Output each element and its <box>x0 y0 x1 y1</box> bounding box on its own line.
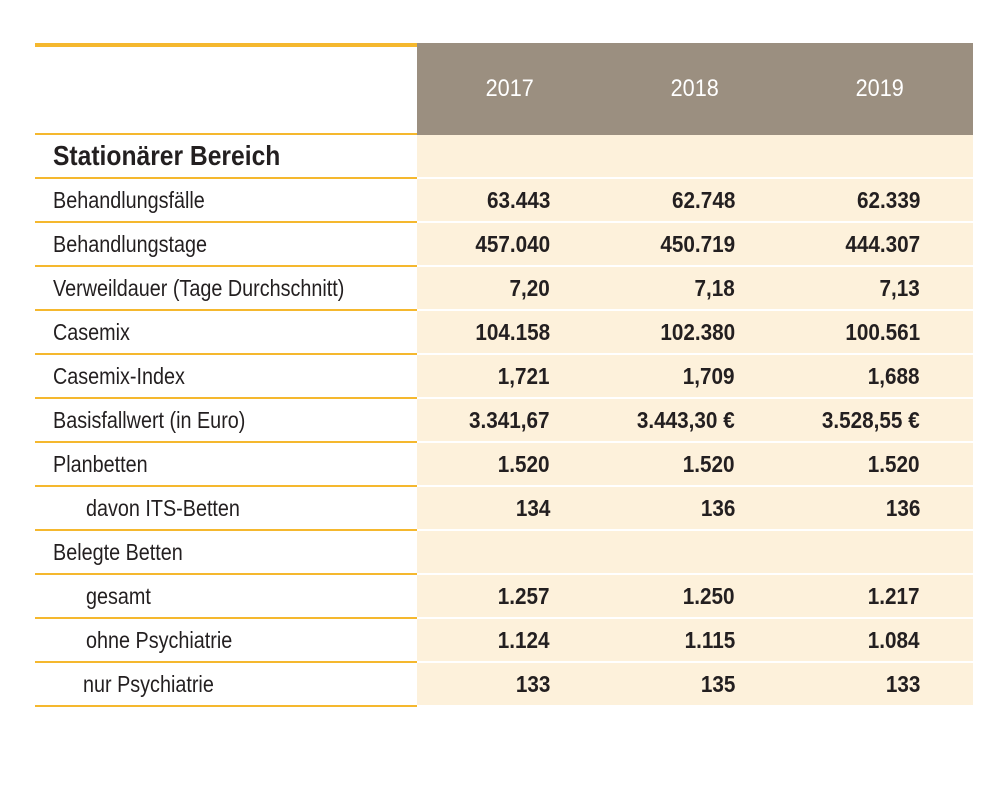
value-2018: 1.115 <box>684 626 735 653</box>
row-label: Basisfallwert (in Euro) <box>35 399 417 443</box>
value-2017: 3.341,67 <box>469 406 550 433</box>
value-2017: 63.443 <box>486 186 550 213</box>
row-label: gesamt <box>35 575 417 619</box>
value-2017: 1.257 <box>498 582 550 609</box>
value-2018: 62.748 <box>671 186 735 213</box>
row-label: nur Psychiatrie <box>35 663 417 707</box>
value-2018 <box>602 531 787 573</box>
year-2017-header: 2017 <box>485 75 534 102</box>
table-row: Basisfallwert (in Euro) 3.341,67 3.443,3… <box>35 399 973 443</box>
value-2017 <box>417 531 602 573</box>
value-2019: 133 <box>885 670 920 697</box>
row-label: ohne Psychiatrie <box>35 619 417 663</box>
header-years: 2017 2018 2019 <box>417 43 973 135</box>
value-2017: 1,721 <box>498 362 550 389</box>
statistics-table: 2017 2018 2019 Stationärer Bereich Behan… <box>35 43 973 707</box>
section-row: Stationärer Bereich <box>35 135 973 179</box>
table-row: nur Psychiatrie 133 135 133 <box>35 663 973 707</box>
value-2018: 136 <box>700 494 735 521</box>
value-2018: 1.520 <box>683 450 735 477</box>
value-2017: 133 <box>515 670 550 697</box>
row-label: Belegte Betten <box>35 531 417 575</box>
table-row: Casemix-Index 1,721 1,709 1,688 <box>35 355 973 399</box>
value-2017: 1.520 <box>498 450 550 477</box>
value-2019: 1,688 <box>868 362 920 389</box>
header-label-cell <box>35 43 417 135</box>
row-label: Casemix-Index <box>35 355 417 399</box>
table-row: Behandlungstage 457.040 450.719 444.307 <box>35 223 973 267</box>
value-2017: 134 <box>515 494 550 521</box>
value-2018: 135 <box>700 670 735 697</box>
value-2019: 1.520 <box>868 450 920 477</box>
table-row: ohne Psychiatrie 1.124 1.115 1.084 <box>35 619 973 663</box>
table-header: 2017 2018 2019 <box>35 43 973 135</box>
table-row: Planbetten 1.520 1.520 1.520 <box>35 443 973 487</box>
table-row: gesamt 1.257 1.250 1.217 <box>35 575 973 619</box>
year-2019-header: 2019 <box>855 75 904 102</box>
value-2019: 3.528,55 € <box>822 406 920 433</box>
value-2019: 136 <box>885 494 920 521</box>
row-label: Behandlungsfälle <box>35 179 417 223</box>
row-label: Casemix <box>35 311 417 355</box>
value-2018: 1,709 <box>683 362 735 389</box>
table-row: Casemix 104.158 102.380 100.561 <box>35 311 973 355</box>
value-2017: 457.040 <box>475 230 550 257</box>
value-2019: 62.339 <box>856 186 920 213</box>
value-2019: 1.217 <box>868 582 920 609</box>
value-2019: 1.084 <box>868 626 920 653</box>
section-title: Stationärer Bereich <box>35 135 417 179</box>
table-row: davon ITS-Betten 134 136 136 <box>35 487 973 531</box>
year-2018-header: 2018 <box>670 75 719 102</box>
row-label: davon ITS-Betten <box>35 487 417 531</box>
row-label: Behandlungstage <box>35 223 417 267</box>
value-2017: 104.158 <box>475 318 550 345</box>
row-label: Planbetten <box>35 443 417 487</box>
value-2018: 1.250 <box>683 582 735 609</box>
value-2019: 100.561 <box>845 318 920 345</box>
table-row: Behandlungsfälle 63.443 62.748 62.339 <box>35 179 973 223</box>
table-row: Verweildauer (Tage Durchschnitt) 7,20 7,… <box>35 267 973 311</box>
value-2018: 450.719 <box>660 230 735 257</box>
value-2017: 7,20 <box>509 274 550 301</box>
table-row: Belegte Betten <box>35 531 973 575</box>
value-2019: 7,13 <box>879 274 920 301</box>
value-2018: 7,18 <box>694 274 735 301</box>
value-2019: 444.307 <box>845 230 920 257</box>
value-2018: 3.443,30 € <box>637 406 735 433</box>
value-2017: 1.124 <box>498 626 550 653</box>
value-2019 <box>787 531 972 573</box>
row-label: Verweildauer (Tage Durchschnitt) <box>35 267 417 311</box>
value-2018: 102.380 <box>660 318 735 345</box>
